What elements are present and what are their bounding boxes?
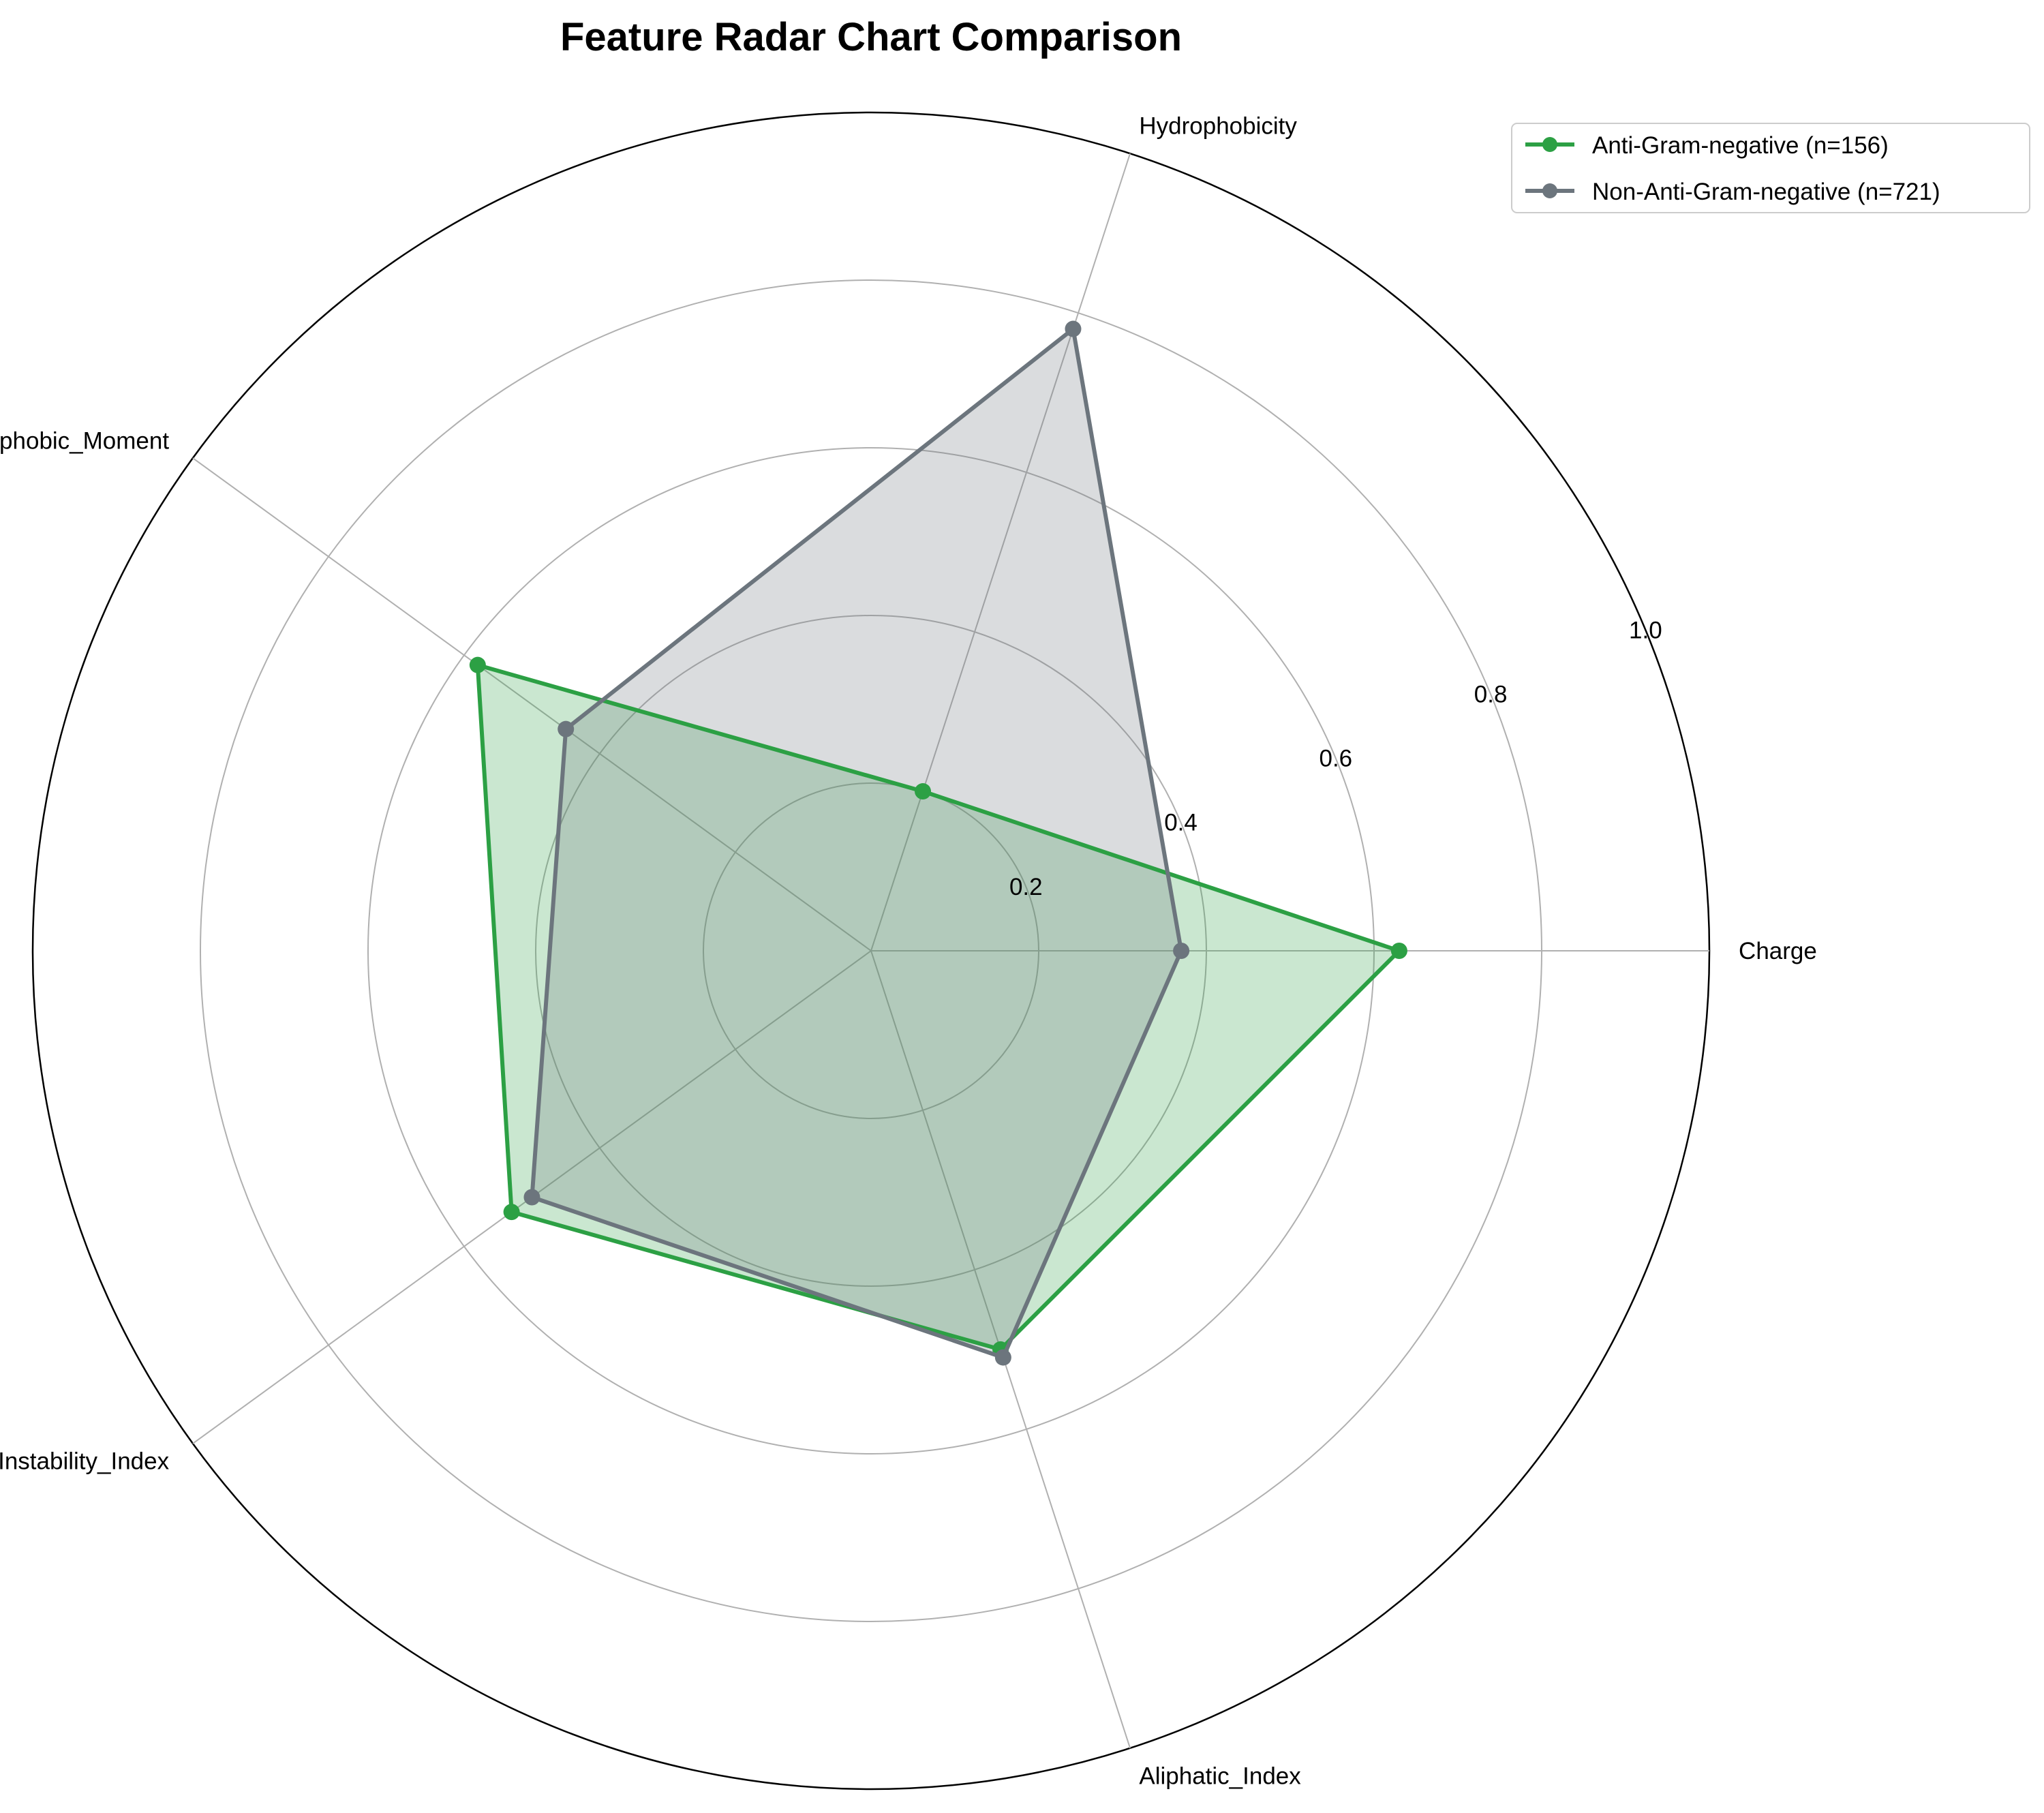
- axis-label-aliphatic-index: Aliphatic_Index: [1139, 1763, 1301, 1790]
- data-point-non-anti-gram-negative-n-721-aliphatic-index: [994, 1349, 1011, 1366]
- axis-label-charge: Charge: [1739, 938, 1817, 964]
- radial-tick-label: 0.8: [1474, 681, 1508, 707]
- series-line-anti-gram-negative-n-156: [475, 662, 1401, 1352]
- legend-marker-non-anti-gram-negative: [1542, 183, 1557, 198]
- legend-item-anti-gram-negative: Anti-Gram-negative (n=156): [1525, 132, 1889, 159]
- legend-label-anti-gram-negative: Anti-Gram-negative (n=156): [1592, 132, 1889, 159]
- data-point-non-anti-gram-negative-n-721-charge: [1173, 943, 1190, 959]
- legend-box: [1511, 123, 2030, 213]
- legend-item-non-anti-gram-negative: Non-Anti-Gram-negative (n=721): [1525, 179, 1940, 205]
- radial-tick-label: 1.0: [1629, 617, 1662, 643]
- axis-label-instability-index: Instability_Index: [0, 1448, 170, 1474]
- series-fill-non-anti-gram-negative-n-721: [532, 329, 1182, 1358]
- legend-label-non-anti-gram-negative: Non-Anti-Gram-negative (n=721): [1592, 179, 1940, 205]
- data-point-non-anti-gram-negative-n-721-hydrophobicity: [1065, 320, 1082, 337]
- radial-tick-label: 0.2: [1009, 874, 1043, 900]
- legend: Anti-Gram-negative (n=156) Non-Anti-Gram…: [1511, 123, 2030, 213]
- radial-tick-label: 0.6: [1319, 746, 1352, 772]
- data-point-anti-gram-negative-n-156-hydrophobicity: [915, 783, 932, 800]
- data-point-anti-gram-negative-n-156-instability-index: [503, 1204, 520, 1221]
- spoke-hydrophobicity: [870, 153, 1131, 951]
- radar-series: [469, 320, 1407, 1366]
- series-line-non-anti-gram-negative-n-721: [530, 326, 1184, 1360]
- spoke-hydrophobic-moment: [192, 457, 872, 951]
- chart-title: Feature Radar Chart Comparison: [560, 15, 1182, 59]
- data-point-non-anti-gram-negative-n-721-instability-index: [523, 1189, 540, 1206]
- radar-labels: Charge Hydrophobicity Hydrophobic_Moment In…: [0, 112, 1817, 1789]
- axis-label-hydrophobic-moment: Hydrophobic_Moment: [0, 428, 169, 455]
- data-point-anti-gram-negative-n-156-hydrophobic-moment: [469, 656, 486, 673]
- axis-label-hydrophobicity: Hydrophobicity: [1139, 112, 1297, 139]
- radial-tick-label: 0.4: [1164, 810, 1198, 836]
- legend-marker-anti-gram-negative: [1542, 137, 1557, 152]
- data-point-anti-gram-negative-n-156-charge: [1390, 943, 1407, 959]
- data-point-non-anti-gram-negative-n-721-hydrophobic-moment: [558, 720, 575, 737]
